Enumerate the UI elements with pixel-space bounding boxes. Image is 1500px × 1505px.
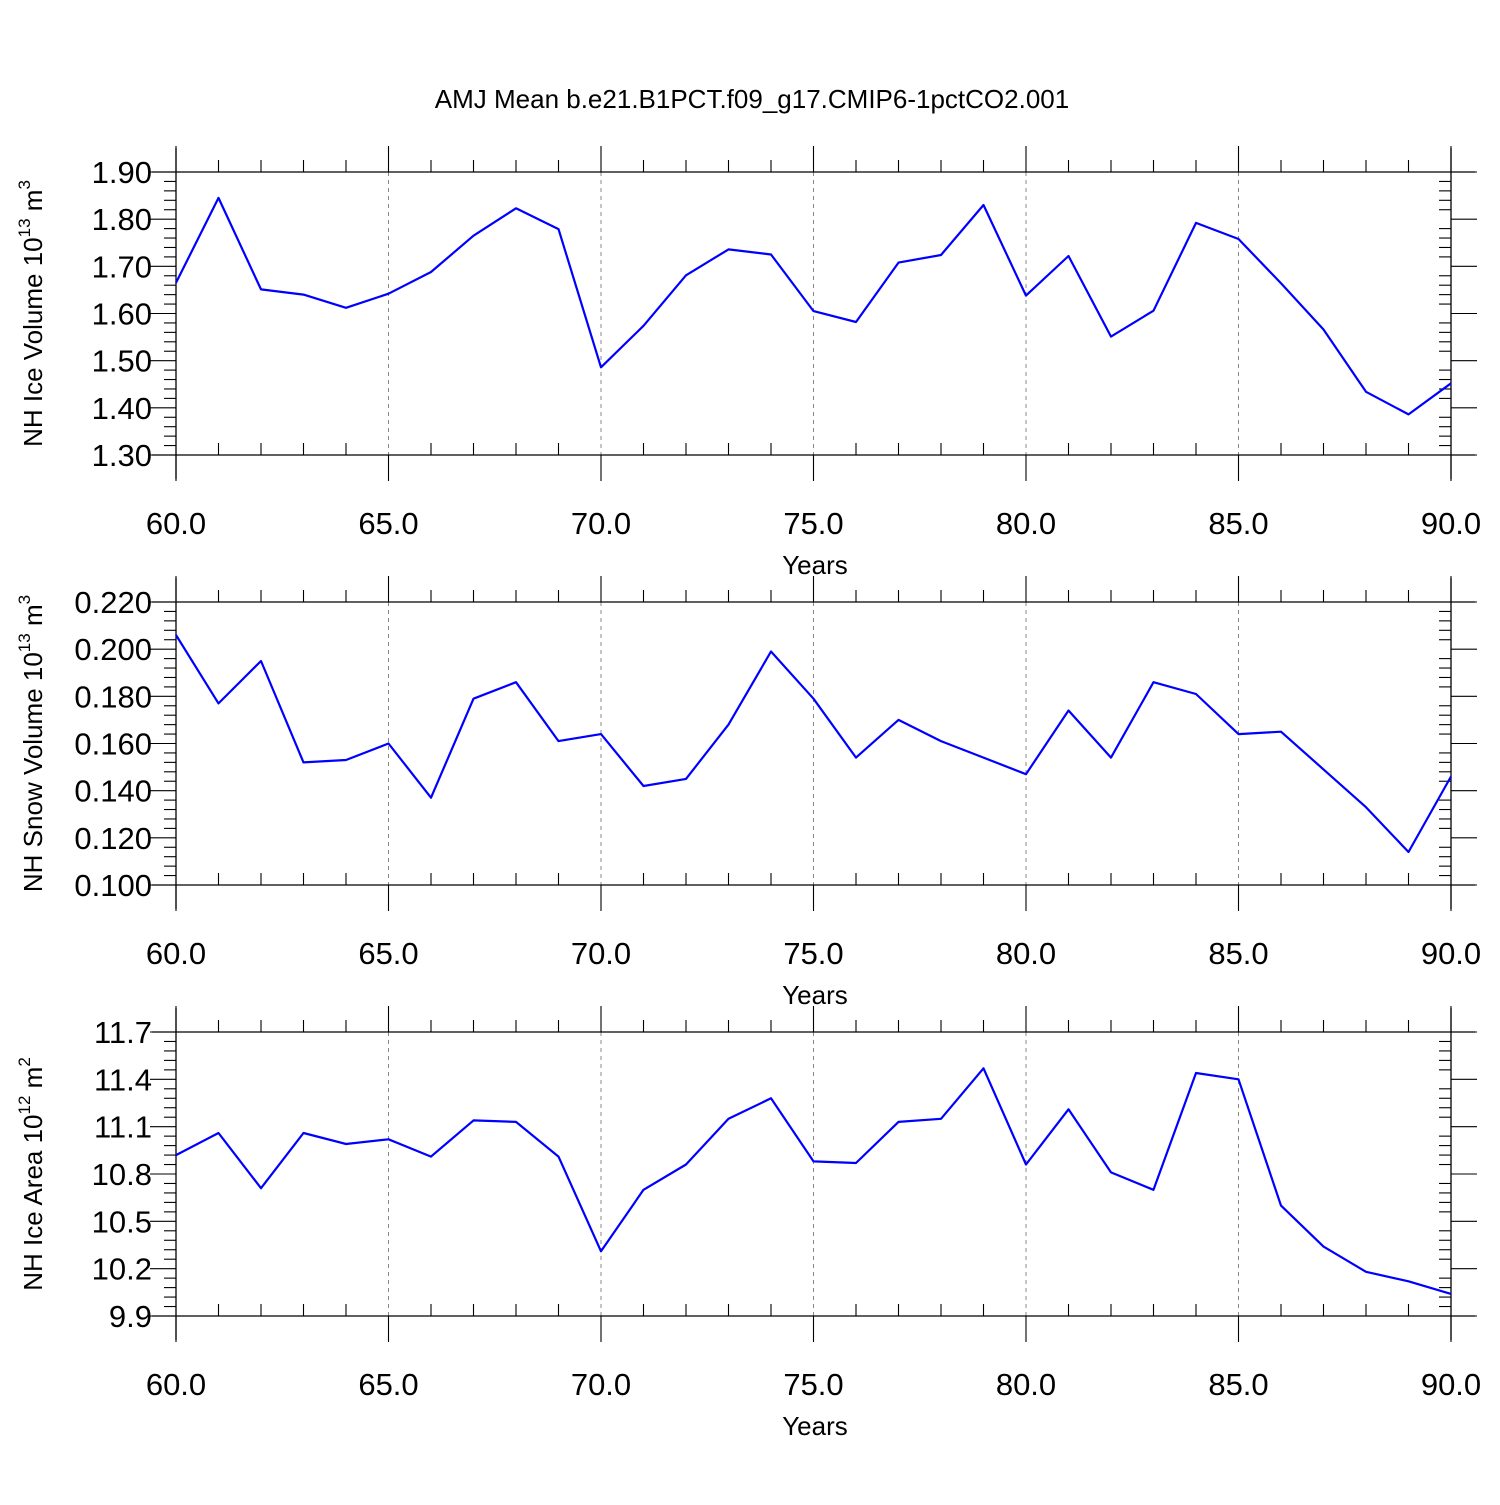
- x-tick-label: 80.0: [996, 506, 1056, 541]
- figure-title: AMJ Mean b.e21.B1PCT.f09_g17.CMIP6-1pctC…: [435, 84, 1069, 114]
- panel-2: 0.100 0.120 0.140 0.160 0.180 0.200 0.220 60.0 6…: [15, 576, 1481, 1010]
- y-tick-label: 1.70: [92, 249, 152, 284]
- y-tick-label: 0.200: [74, 632, 152, 667]
- y-tick-label: 11.7: [94, 1015, 152, 1050]
- x-tick-label: 85.0: [1208, 1367, 1268, 1402]
- y-tick-label: 11.1: [94, 1110, 152, 1145]
- y-tick-label: 1.40: [92, 391, 152, 426]
- y-tick-label: 10.5: [92, 1204, 152, 1239]
- panel-3: 9.9 10.2 10.5 10.8 11.1 11.4 11.7 60.0 65.0 70.0 7…: [15, 1006, 1481, 1441]
- series-line-3: [175, 1067, 1452, 1295]
- y-tick-label: 0.100: [74, 868, 152, 903]
- y-tick-label: 10.2: [92, 1252, 152, 1287]
- panel-1: 1.30 1.40 1.50 1.60 1.70 1.80 1.90 60.0 65.0 70.0…: [15, 146, 1481, 580]
- y-axis-label: NH Snow Volume 1013 m3: [15, 595, 48, 892]
- x-tick-label: 70.0: [571, 936, 631, 971]
- x-tick-label: 70.0: [571, 1367, 631, 1402]
- y-tick-label: 0.120: [74, 821, 152, 856]
- y-tick-label: 1.90: [92, 155, 152, 190]
- x-tick-label: 65.0: [358, 506, 418, 541]
- y-tick-label: 11.4: [94, 1062, 152, 1097]
- y-tick-label: 0.180: [74, 679, 152, 714]
- y-tick-label: 1.50: [92, 344, 152, 379]
- x-tick-label: 60.0: [146, 1367, 206, 1402]
- y-tick-label: 1.60: [92, 297, 152, 332]
- x-tick-label: 90.0: [1421, 1367, 1481, 1402]
- x-axis-label: Years: [782, 550, 848, 580]
- x-tick-label: 60.0: [146, 936, 206, 971]
- x-tick-label: 80.0: [996, 936, 1056, 971]
- y-tick-label: 1.30: [92, 438, 152, 473]
- series-line-1: [175, 196, 1452, 416]
- y-tick-label: 0.220: [74, 585, 152, 620]
- x-tick-label: 75.0: [783, 1367, 843, 1402]
- y-axis-label: NH Ice Area 1012 m2: [15, 1057, 48, 1291]
- y-axis-label: NH Ice Volume 1013 m3: [15, 180, 48, 447]
- x-tick-label: 90.0: [1421, 506, 1481, 541]
- x-tick-label: 80.0: [996, 1367, 1056, 1402]
- x-tick-label: 85.0: [1208, 936, 1268, 971]
- y-tick-label: 9.9: [109, 1299, 152, 1334]
- x-tick-label: 60.0: [146, 506, 206, 541]
- x-tick-label: 65.0: [358, 936, 418, 971]
- x-tick-label: 75.0: [783, 936, 843, 971]
- series-line-2: [175, 634, 1452, 854]
- y-tick-label: 0.160: [74, 727, 152, 762]
- x-tick-label: 85.0: [1208, 506, 1268, 541]
- x-axis-label: Years: [782, 980, 848, 1010]
- x-axis-label: Years: [782, 1411, 848, 1441]
- y-tick-label: 10.8: [92, 1157, 152, 1192]
- y-tick-label: 0.140: [74, 774, 152, 809]
- y-tick-label: 1.80: [92, 202, 152, 237]
- x-tick-label: 75.0: [783, 506, 843, 541]
- x-tick-label: 70.0: [571, 506, 631, 541]
- x-tick-label: 65.0: [358, 1367, 418, 1402]
- x-tick-label: 90.0: [1421, 936, 1481, 971]
